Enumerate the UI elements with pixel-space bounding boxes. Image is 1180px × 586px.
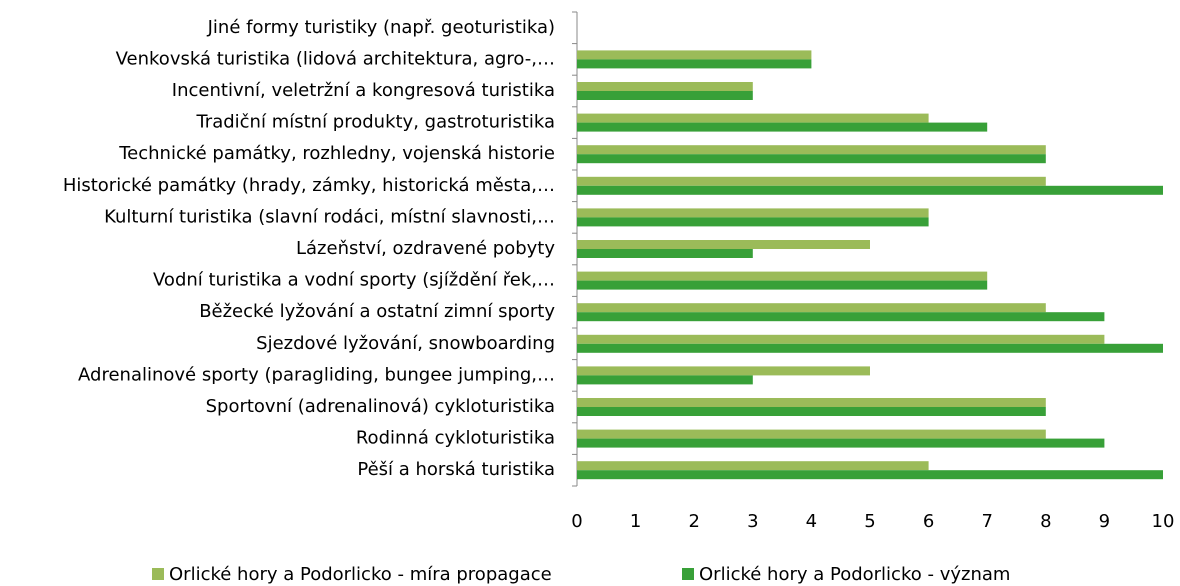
y-tick-label: Jiné formy turistiky (např. geoturistika…: [207, 17, 555, 38]
x-tick-label: 4: [806, 511, 817, 532]
legend-swatch: [152, 568, 164, 580]
bar: [577, 334, 1105, 344]
bar: [577, 113, 929, 123]
bar: [577, 303, 1046, 313]
bar: [577, 312, 1105, 322]
y-tick-label: Kulturní turistika (slavní rodáci, místn…: [104, 206, 555, 227]
bar: [577, 91, 753, 100]
y-tick-label: Tradiční místní produkty, gastroturistik…: [195, 112, 555, 133]
y-tick-label: Sportovní (adrenalinová) cykloturistika: [206, 396, 555, 417]
bar: [577, 82, 753, 91]
x-tick-label: 0: [571, 511, 582, 532]
bar: [577, 208, 929, 218]
x-tick-label: 3: [747, 511, 758, 532]
bar: [577, 461, 929, 471]
bar: [577, 217, 929, 227]
legend-label: Orlické hory a Podorlicko - význam: [699, 564, 1010, 585]
y-tick-label: Lázeňství, ozdravené pobyty: [296, 238, 555, 259]
bar: [577, 176, 1046, 186]
y-tick-label: Běžecké lyžování a ostatní zimní sporty: [199, 301, 555, 322]
bar: [577, 122, 988, 132]
bar: [577, 280, 988, 290]
bar: [577, 185, 1163, 195]
x-tick-label: 6: [923, 511, 934, 532]
bar: [577, 50, 812, 60]
x-tick-label: 7: [981, 511, 992, 532]
bar: [577, 271, 988, 281]
bar: [577, 145, 1046, 155]
bar: [577, 240, 870, 249]
y-tick-label: Vodní turistika a vodní sporty (sjíždění…: [153, 270, 555, 291]
y-tick-label: Technické památky, rozhledny, vojenská h…: [118, 143, 555, 164]
bar: [577, 343, 1163, 353]
legend-label: Orlické hory a Podorlicko - míra propaga…: [169, 564, 552, 585]
y-tick-label: Venkovská turistika (lidová architektura…: [116, 48, 555, 69]
y-tick-label: Pěší a horská turistika: [357, 459, 555, 480]
x-tick-label: 1: [630, 511, 641, 532]
x-tick-label: 2: [688, 511, 699, 532]
bar: [577, 59, 812, 69]
x-tick-label: 5: [864, 511, 875, 532]
y-tick-label: Historické památky (hrady, zámky, histor…: [63, 175, 555, 196]
bar: [577, 407, 1046, 416]
y-tick-label: Rodinná cykloturistika: [356, 428, 555, 449]
bar: [577, 429, 1046, 439]
legend-swatch: [682, 568, 694, 580]
x-tick-label: 8: [1040, 511, 1051, 532]
bar: [577, 366, 870, 376]
x-tick-label: 10: [1152, 511, 1175, 532]
bar: [577, 438, 1105, 448]
y-tick-label: Sjezdové lyžování, snowboarding: [256, 333, 555, 354]
x-tick-label: 9: [1099, 511, 1110, 532]
bar: [577, 154, 1046, 164]
bar: [577, 375, 753, 385]
y-tick-label: Adrenalinové sporty (paragliding, bungee…: [78, 364, 555, 385]
y-tick-label: Incentivní, veletržní a kongresová turis…: [172, 80, 555, 101]
bar: [577, 398, 1046, 407]
bar: [577, 249, 753, 258]
bar: [577, 470, 1163, 480]
